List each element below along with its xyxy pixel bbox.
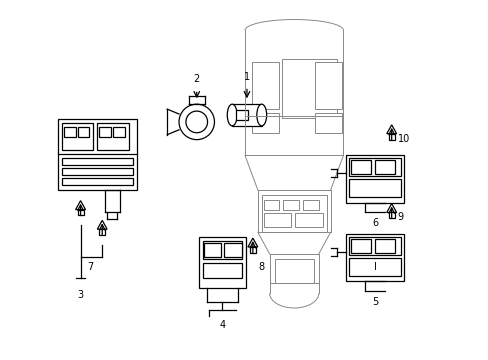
Text: 4: 4 (219, 320, 225, 330)
Bar (62, 123, 93, 150)
Bar (62, 178, 132, 185)
Bar (64, 127, 76, 137)
Bar (62, 168, 132, 175)
Polygon shape (97, 220, 107, 229)
Ellipse shape (227, 104, 237, 126)
Bar (303, 200, 318, 210)
Bar (314, 113, 342, 133)
Bar (348, 237, 400, 255)
Bar (97, 123, 128, 150)
Bar (198, 237, 245, 288)
Bar (251, 113, 279, 133)
Polygon shape (386, 204, 396, 212)
Polygon shape (76, 201, 85, 210)
Bar (314, 62, 342, 109)
Bar (374, 160, 394, 174)
Text: 5: 5 (371, 297, 377, 307)
Bar (58, 119, 137, 190)
Ellipse shape (256, 104, 266, 126)
Bar (202, 263, 242, 278)
Bar (348, 179, 400, 197)
Bar (283, 200, 299, 210)
Text: 1: 1 (244, 72, 249, 82)
Bar (374, 239, 394, 253)
Text: 2: 2 (193, 75, 200, 85)
Text: 6: 6 (371, 219, 377, 228)
Text: 8: 8 (258, 262, 264, 272)
Bar (282, 59, 336, 118)
Bar (348, 258, 400, 275)
Bar (295, 213, 322, 227)
Bar (78, 210, 83, 215)
Bar (346, 234, 403, 282)
Text: 7: 7 (87, 262, 93, 272)
Bar (261, 195, 326, 232)
Bar (99, 229, 105, 235)
Bar (99, 127, 111, 137)
Bar (203, 243, 221, 257)
Ellipse shape (179, 104, 214, 140)
Bar (388, 212, 394, 219)
Bar (232, 104, 261, 126)
Bar (348, 158, 400, 176)
Bar (263, 213, 291, 227)
Text: I: I (373, 262, 376, 272)
Bar (346, 156, 403, 203)
Bar (62, 158, 132, 165)
Text: 3: 3 (78, 290, 83, 300)
Polygon shape (386, 125, 396, 134)
Text: 9: 9 (397, 212, 403, 222)
Bar (350, 239, 370, 253)
Bar (251, 62, 279, 109)
Bar (202, 241, 242, 259)
Bar (113, 127, 124, 137)
Text: 10: 10 (397, 134, 409, 144)
Bar (263, 200, 279, 210)
Bar (78, 127, 89, 137)
Bar (274, 259, 313, 283)
Bar (350, 160, 370, 174)
Bar (249, 247, 255, 253)
Bar (236, 110, 247, 120)
Polygon shape (247, 238, 257, 247)
Ellipse shape (185, 111, 207, 133)
Bar (224, 243, 242, 257)
Bar (388, 134, 394, 140)
